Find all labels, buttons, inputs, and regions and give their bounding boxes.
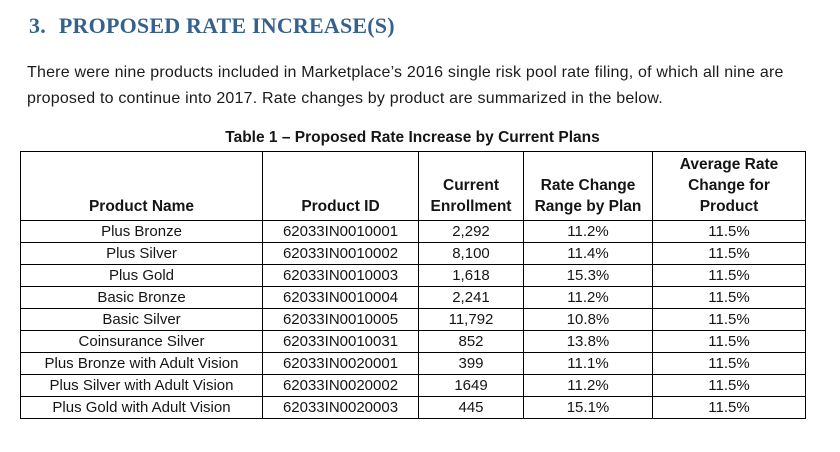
col-header-average-rate-change: Average Rate Change for Product — [652, 151, 806, 221]
col-header-current-enrollment: Current Enrollment — [418, 151, 524, 221]
intro-paragraph: There were nine products included in Mar… — [27, 64, 784, 107]
cell-product-name: Plus Bronze — [20, 220, 263, 243]
cell-enrollment: 11,792 — [418, 308, 524, 331]
cell-product-id: 62033IN0020001 — [262, 352, 419, 375]
table-row: Basic Bronze 62033IN0010004 2,241 11.2% … — [20, 286, 806, 309]
cell-product-id: 62033IN0010005 — [262, 308, 419, 331]
cell-avg-rate: 11.5% — [652, 220, 806, 243]
cell-rate-range: 11.2% — [523, 286, 653, 309]
cell-enrollment: 2,292 — [418, 220, 524, 243]
section-heading: 3. PROPOSED RATE INCREASE(S) — [29, 13, 840, 39]
cell-enrollment: 1,618 — [418, 264, 524, 287]
cell-rate-range: 15.1% — [523, 396, 653, 419]
cell-enrollment: 8,100 — [418, 242, 524, 265]
table-row: Plus Bronze with Adult Vision 62033IN002… — [20, 352, 806, 375]
table-row: Plus Bronze 62033IN0010001 2,292 11.2% 1… — [20, 220, 806, 243]
cell-enrollment: 852 — [418, 330, 524, 353]
cell-product-name: Plus Silver — [20, 242, 263, 265]
cell-avg-rate: 11.5% — [652, 242, 806, 265]
table-row: Plus Silver with Adult Vision 62033IN002… — [20, 374, 806, 397]
cell-avg-rate: 11.5% — [652, 308, 806, 331]
cell-avg-rate: 11.5% — [652, 330, 806, 353]
cell-product-name: Coinsurance Silver — [20, 330, 263, 353]
table-title: Table 1 – Proposed Rate Increase by Curr… — [225, 129, 600, 146]
cell-rate-range: 11.4% — [523, 242, 653, 265]
table-row: Coinsurance Silver 62033IN0010031 852 13… — [20, 330, 806, 353]
cell-product-id: 62033IN0010002 — [262, 242, 419, 265]
cell-enrollment: 2,241 — [418, 286, 524, 309]
cell-product-name: Basic Bronze — [20, 286, 263, 309]
cell-product-id: 62033IN0020003 — [262, 396, 419, 419]
cell-product-name: Plus Bronze with Adult Vision — [20, 352, 263, 375]
cell-product-id: 62033IN0020002 — [262, 374, 419, 397]
cell-product-name: Plus Silver with Adult Vision — [20, 374, 263, 397]
cell-enrollment: 399 — [418, 352, 524, 375]
cell-avg-rate: 11.5% — [652, 352, 806, 375]
cell-avg-rate: 11.5% — [652, 396, 806, 419]
cell-product-name: Basic Silver — [20, 308, 263, 331]
cell-rate-range: 11.2% — [523, 220, 653, 243]
cell-rate-range: 15.3% — [523, 264, 653, 287]
cell-rate-range: 11.2% — [523, 374, 653, 397]
table-row: Basic Silver 62033IN0010005 11,792 10.8%… — [20, 308, 806, 331]
col-header-product-id: Product ID — [262, 151, 419, 221]
col-header-rate-change-range: Rate Change Range by Plan — [523, 151, 653, 221]
table-row: Plus Gold with Adult Vision 62033IN00200… — [20, 396, 806, 419]
cell-rate-range: 13.8% — [523, 330, 653, 353]
document-page: 3. PROPOSED RATE INCREASE(S) There were n… — [0, 13, 840, 452]
section-number: 3. — [29, 13, 46, 38]
cell-product-id: 62033IN0010031 — [262, 330, 419, 353]
cell-avg-rate: 11.5% — [652, 374, 806, 397]
table-row: Plus Silver 62033IN0010002 8,100 11.4% 1… — [20, 242, 806, 265]
cell-product-name: Plus Gold — [20, 264, 263, 287]
cell-product-id: 62033IN0010001 — [262, 220, 419, 243]
cell-enrollment: 445 — [418, 396, 524, 419]
cell-product-id: 62033IN0010004 — [262, 286, 419, 309]
cell-product-id: 62033IN0010003 — [262, 264, 419, 287]
cell-avg-rate: 11.5% — [652, 264, 806, 287]
col-header-product-name: Product Name — [20, 151, 263, 221]
cell-rate-range: 10.8% — [523, 308, 653, 331]
section-title: PROPOSED RATE INCREASE(S) — [58, 13, 395, 38]
table-row: Plus Gold 62033IN0010003 1,618 15.3% 11.… — [20, 264, 806, 287]
cell-product-name: Plus Gold with Adult Vision — [20, 396, 263, 419]
cell-avg-rate: 11.5% — [652, 286, 806, 309]
cell-rate-range: 11.1% — [523, 352, 653, 375]
rate-increase-table: Product Name Product ID Current Enrollme… — [20, 151, 806, 419]
header-row: Product Name Product ID Current Enrollme… — [20, 151, 806, 221]
cell-enrollment: 1649 — [418, 374, 524, 397]
